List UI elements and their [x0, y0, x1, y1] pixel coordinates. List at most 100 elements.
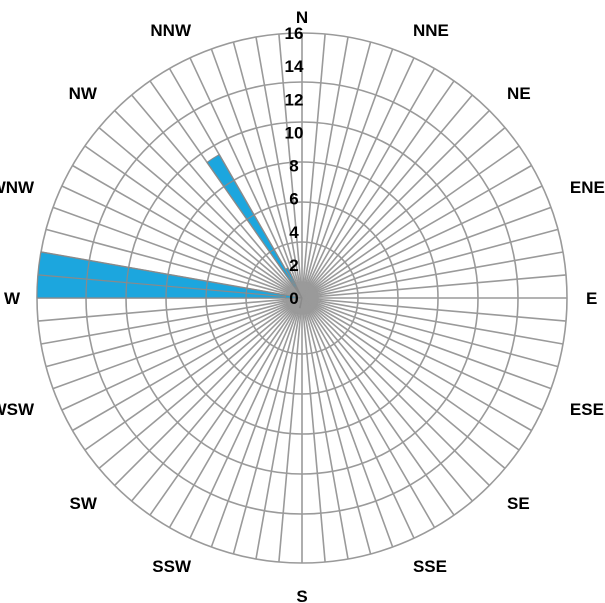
direction-label: E: [586, 289, 597, 308]
grid-spoke: [232, 41, 299, 283]
grid-spoke: [37, 298, 287, 322]
direction-label: W: [4, 289, 21, 308]
grid-spoke: [310, 80, 455, 286]
direction-label: S: [296, 587, 307, 603]
grid-spoke: [168, 311, 295, 528]
grid-spoke: [189, 57, 296, 284]
radial-tick-label: 0: [289, 289, 298, 308]
wedge-spoke: [37, 274, 287, 298]
grid-spoke: [84, 306, 290, 451]
wedge-spoke: [218, 154, 295, 285]
grid-spoke: [84, 145, 290, 290]
grid-spoke: [309, 68, 436, 285]
radial-tick-label: 2: [289, 256, 298, 275]
grid-spoke: [308, 57, 415, 284]
radial-tick-label: 10: [285, 123, 304, 142]
grid-spoke: [310, 310, 455, 516]
wedge-ring: [223, 179, 235, 188]
grid-spoke: [72, 164, 289, 291]
grid-spoke: [313, 127, 506, 289]
radial-tick-label: 4: [289, 223, 299, 242]
grid-spoke: [311, 309, 473, 502]
wedge-spoke: [287, 267, 296, 284]
grid-spoke: [316, 185, 543, 292]
direction-label: ESE: [570, 400, 604, 419]
grid-spoke: [317, 251, 564, 297]
grid-spoke: [61, 185, 288, 292]
grid-spoke: [317, 298, 567, 322]
grid-spoke: [305, 41, 372, 283]
grid-spoke: [98, 127, 291, 289]
radial-tick-labels: 0 2 4 6 8 10 12 14 16: [285, 24, 304, 308]
grid-spoke: [302, 33, 326, 283]
grid-spoke: [315, 305, 532, 432]
grid-spoke: [317, 299, 564, 345]
grid-spoke: [303, 313, 349, 560]
radial-tick-label: 8: [289, 157, 298, 176]
grid-spoke: [316, 206, 552, 294]
direction-label: SSW: [152, 557, 192, 576]
grid-spoke: [45, 228, 287, 295]
grid-spoke: [306, 48, 394, 284]
grid-spoke: [52, 302, 288, 390]
direction-labels: N NNE NE ENE E ESE SE SSE S SSW SW WSW W WNW NW NNW: [0, 8, 605, 603]
wedge-ring: [125, 267, 130, 299]
grid-spoke: [40, 299, 287, 345]
direction-label: SE: [507, 494, 530, 513]
grid-spoke: [278, 313, 302, 563]
grid-spoke: [255, 313, 301, 560]
grid-spoke: [210, 312, 298, 548]
direction-label: NW: [69, 84, 98, 103]
grid-spoke: [232, 313, 299, 555]
grid-spoke: [314, 306, 520, 451]
grid-spoke: [61, 304, 288, 411]
grid-spoke: [312, 308, 490, 486]
grid-spoke: [149, 310, 294, 516]
direction-label: WNW: [0, 178, 35, 197]
grid-spoke: [311, 94, 473, 287]
grid-spoke: [312, 110, 490, 288]
wedge-ring: [269, 248, 275, 253]
grid-spoke: [316, 304, 543, 411]
direction-label: NE: [507, 84, 531, 103]
direction-label: NNW: [150, 21, 192, 40]
grid-hub-spoke: [299, 281, 303, 299]
radial-tick-label: 14: [285, 57, 304, 76]
grid-spoke: [278, 33, 302, 283]
direction-label: WSW: [0, 400, 35, 419]
grid-spoke: [317, 228, 559, 295]
grid-spoke: [314, 145, 520, 290]
wedge-ring: [246, 214, 255, 220]
wedge-ring: [245, 288, 248, 299]
grid-spoke: [316, 302, 552, 390]
grid-spoke: [114, 308, 292, 486]
grid-spoke: [317, 274, 567, 298]
direction-label: SSE: [413, 557, 447, 576]
radial-tick-label: 6: [289, 190, 298, 209]
grid-spoke: [189, 312, 296, 539]
grid-spoke: [131, 94, 293, 287]
wedge-spoke: [206, 161, 294, 286]
grid-spoke: [305, 313, 372, 555]
grid-spoke: [315, 164, 532, 291]
grid-spoke: [98, 307, 291, 469]
wind-bar: [298, 297, 303, 309]
data-wedges: [36, 153, 303, 309]
grid-spoke: [317, 301, 559, 368]
wedge-ring: [205, 281, 209, 299]
grid-spoke: [45, 301, 287, 368]
radial-tick-label: 12: [285, 90, 304, 109]
wedge-ring: [85, 260, 90, 299]
wedge-spoke: [40, 251, 287, 296]
wedge-ring: [165, 274, 169, 299]
grid-spoke: [52, 206, 288, 294]
grid-spoke: [131, 309, 293, 502]
direction-label: SW: [70, 494, 98, 513]
direction-label: NNE: [413, 21, 449, 40]
radial-tick-label: 16: [285, 24, 304, 43]
grid-spoke: [210, 48, 298, 284]
grid-spoke: [309, 311, 436, 528]
grid-spoke: [72, 305, 289, 432]
